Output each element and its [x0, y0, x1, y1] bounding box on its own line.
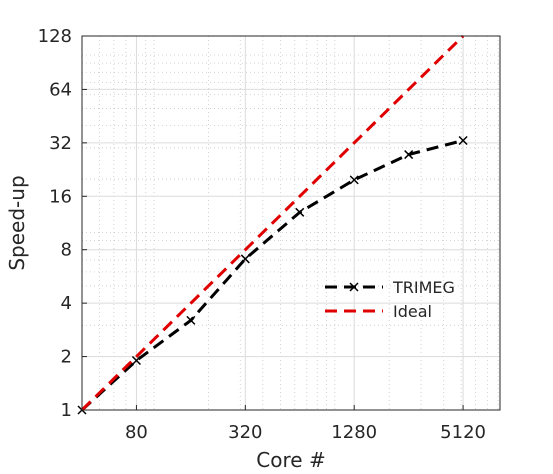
- marker-stroke: [186, 315, 196, 325]
- y-tick-label: 1: [61, 400, 72, 421]
- ticks: 80 320 1280 5120 1 2 4 8 16 32 64 128: [38, 26, 486, 443]
- plot-frame: [81, 35, 501, 411]
- data-point-trimeg: [131, 355, 141, 366]
- data-point-trimeg: [186, 315, 196, 325]
- data-point-trimeg: [458, 135, 468, 146]
- y-tick-label: 4: [61, 293, 72, 314]
- data-point-trimeg: [404, 150, 414, 160]
- x-tick-label: 320: [228, 422, 262, 443]
- marker-stroke: [295, 207, 305, 217]
- y-tick-label: 128: [38, 26, 72, 47]
- series-layer: [77, 34, 468, 415]
- y-tick-label: 64: [49, 79, 72, 100]
- legend-label-trimeg: TRIMEG: [392, 278, 455, 297]
- series-line-ideal: [80, 34, 465, 412]
- y-tick-label: 32: [49, 133, 72, 154]
- marker-stroke: [131, 355, 141, 366]
- y-axis-title: Speed-up: [5, 175, 29, 270]
- series-line-trimeg: [80, 139, 464, 412]
- plot-background: [82, 36, 500, 410]
- legend-label-ideal: Ideal: [393, 302, 432, 321]
- legend: TRIMEG Ideal: [325, 278, 455, 321]
- data-point-trimeg: [295, 207, 305, 217]
- x-axis-title: Core #: [256, 448, 325, 472]
- data-point-trimeg: [240, 254, 250, 264]
- x-tick-label: 80: [125, 422, 148, 443]
- marker-stroke: [240, 254, 250, 264]
- marker-stroke: [349, 175, 359, 185]
- marker-stroke: [404, 150, 414, 160]
- legend-marker-trimeg: [349, 282, 359, 292]
- marker-stroke: [349, 282, 359, 292]
- y-tick-label: 2: [61, 347, 72, 368]
- x-tick-label: 1280: [331, 422, 377, 443]
- y-tick-label: 16: [49, 186, 72, 207]
- x-tick-label: 5120: [440, 422, 486, 443]
- data-point-trimeg: [349, 175, 359, 185]
- marker-stroke: [458, 135, 468, 146]
- y-tick-label: 8: [61, 240, 72, 261]
